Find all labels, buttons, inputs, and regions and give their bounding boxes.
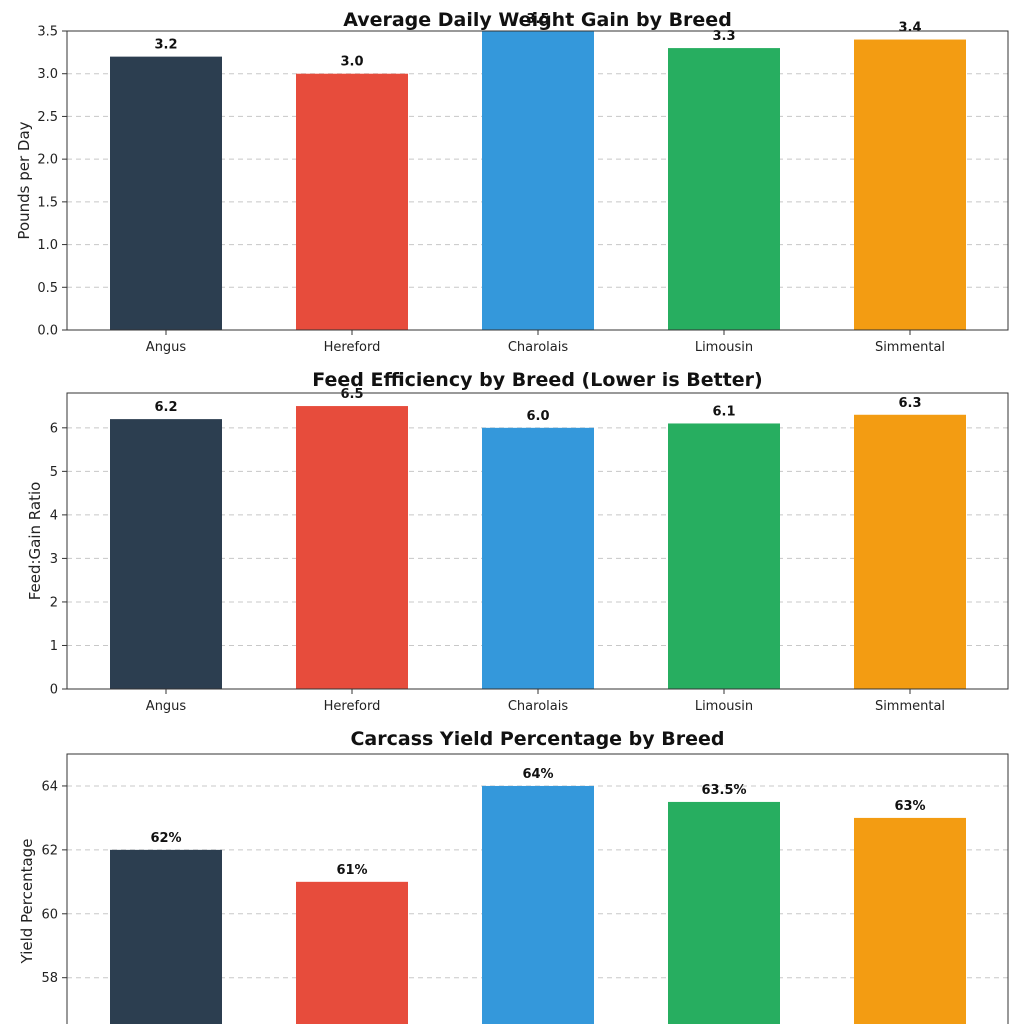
data-label: 3.0: [340, 55, 363, 70]
y-tick-label: 3.0: [37, 67, 58, 82]
y-tick-label: 1: [50, 639, 58, 654]
chart-title: Feed Efficiency by Breed (Lower is Bette…: [312, 369, 762, 391]
y-axis-label: Pounds per Day: [15, 121, 33, 239]
x-tick-label: Hereford: [324, 699, 381, 714]
chart-title: Average Daily Weight Gain by Breed: [343, 9, 732, 31]
x-tick-label: Charolais: [508, 340, 568, 355]
bar-angus: [110, 56, 222, 330]
x-tick-label: Limousin: [695, 699, 753, 714]
bar-angus: [110, 419, 222, 689]
data-label: 3.4: [898, 21, 921, 36]
data-label: 63%: [894, 799, 925, 814]
data-label: 62%: [150, 831, 181, 846]
data-label: 64%: [522, 767, 553, 782]
y-tick-label: 2.0: [37, 153, 58, 168]
data-label: 63.5%: [701, 783, 746, 798]
y-tick-label: 0.0: [37, 324, 58, 339]
bar-hereford: [296, 73, 408, 330]
bar-simmental: [854, 39, 966, 331]
data-label: 6.1: [712, 404, 735, 419]
data-label: 6.3: [898, 396, 921, 411]
chart-title: Carcass Yield Percentage by Breed: [350, 728, 724, 750]
bar-hereford: [296, 881, 408, 1029]
y-tick-label: 1.0: [37, 238, 58, 253]
plot-frame: [66, 753, 1009, 1029]
chart-panel-1: 0.0 0.5 1.0 1.5 2.0 2.5 3.0 3.5 3.2 Angus 3.0 Heref…: [15, 9, 1009, 355]
y-tick-label: 3.5: [37, 25, 58, 40]
y-tick-label: 2: [50, 595, 58, 610]
y-tick-label: 6: [50, 421, 58, 436]
x-tick-label: Simmental: [875, 340, 945, 355]
bar-charolais: [482, 785, 594, 1029]
bar-simmental: [854, 817, 966, 1029]
y-tick-label: 64: [41, 779, 58, 794]
data-label: 3.3: [712, 29, 735, 44]
y-axis-label: Yield Percentage: [18, 839, 36, 965]
plot-frame: [66, 392, 1009, 690]
data-label: 6.0: [526, 409, 549, 424]
x-tick-label: Angus: [146, 340, 187, 355]
data-label: 3.5: [526, 12, 549, 27]
bar-limousin: [668, 423, 780, 689]
bar-charolais: [482, 31, 594, 330]
y-axis-label: Feed:Gain Ratio: [26, 482, 44, 601]
bar-limousin: [668, 801, 780, 1029]
data-label: 61%: [336, 863, 367, 878]
y-tick-label: 60: [41, 907, 58, 922]
y-tick-label: 1.5: [37, 195, 58, 210]
y-tick-label: 62: [41, 843, 58, 858]
y-tick-label: 58: [41, 971, 58, 986]
y-tick-label: 5: [50, 465, 58, 480]
data-label: 6.2: [154, 400, 177, 415]
y-tick-label: 2.5: [37, 110, 58, 125]
y-tick-label: 3: [50, 552, 58, 567]
bar-hereford: [296, 406, 408, 689]
y-tick-label: 0: [50, 683, 58, 698]
y-tick-label: 0.5: [37, 281, 58, 296]
bar-simmental: [854, 414, 966, 689]
x-tick-label: Limousin: [695, 340, 753, 355]
y-tick-label: 4: [50, 508, 58, 523]
x-tick-label: Simmental: [875, 699, 945, 714]
data-label: 3.2: [154, 38, 177, 53]
chart-panel-2: 0 1 2 3 4 5 6 6.2 Angus 6.5 Hereford 6.0 Charolais 6.…: [26, 369, 1009, 714]
bar-charolais: [482, 427, 594, 689]
chart-panel-3: 565860626462%Angus61%Hereford64%Charolai…: [18, 728, 1009, 1029]
data-label: 6.5: [340, 387, 363, 402]
plot-frame: [66, 30, 1009, 331]
x-tick-label: Hereford: [324, 340, 381, 355]
bar-angus: [110, 849, 222, 1029]
x-tick-label: Angus: [146, 699, 187, 714]
x-tick-label: Charolais: [508, 699, 568, 714]
bar-limousin: [668, 48, 780, 330]
